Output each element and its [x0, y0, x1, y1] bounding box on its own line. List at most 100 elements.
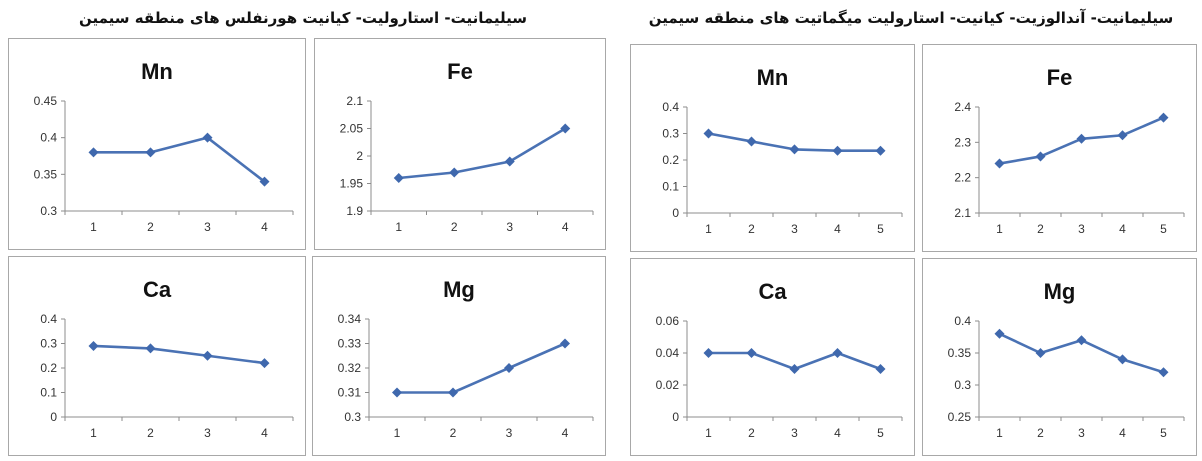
series-line	[398, 127, 566, 180]
x-tick-label: 2	[147, 220, 154, 234]
x-tick-label: 2	[1037, 426, 1044, 440]
x-tick-label: 2	[748, 222, 755, 236]
x-tick-label: 4	[562, 220, 569, 234]
data-point	[202, 132, 213, 143]
x-tick-label: 2	[748, 426, 755, 440]
chart-panel-migmatite-ca: Ca 0 0.02 0.04 0.06 1 2 3 4 5	[630, 258, 915, 456]
data-point	[88, 340, 99, 351]
y-tick-label: 0.2	[40, 361, 57, 375]
x-tick-label: 2	[451, 220, 458, 234]
chart-title-migmatite-mg: Mg	[1044, 279, 1076, 304]
data-point	[1035, 348, 1046, 358]
x-tick-label: 1	[705, 426, 712, 440]
data-point	[994, 328, 1005, 339]
y-tick-label: 0.45	[34, 94, 58, 108]
data-point	[789, 364, 800, 374]
data-point	[448, 387, 458, 398]
data-point	[832, 145, 843, 156]
x-tick-label: 4	[834, 426, 841, 440]
data-point	[560, 338, 570, 349]
data-point	[259, 176, 270, 187]
x-tick-label: 4	[1119, 426, 1126, 440]
y-tick-label: 0.3	[662, 127, 679, 141]
x-tick-label: 3	[791, 426, 798, 440]
chart-title-migmatite-fe: Fe	[1047, 65, 1073, 90]
y-tick-label: 0.33	[338, 337, 362, 351]
data-point	[449, 167, 460, 178]
chart-panel-hornfels-mg: Mg 0.3 0.31 0.32 0.33 0.34 1 2 3 4	[312, 256, 606, 456]
y-tick-label: 0.02	[656, 378, 680, 392]
y-tick-label: 0.35	[948, 346, 972, 360]
x-tick-label: 1	[90, 426, 97, 440]
x-tick-label: 4	[834, 222, 841, 236]
y-tick-label: 0.3	[954, 378, 971, 392]
data-point	[1117, 130, 1128, 141]
data-point	[875, 145, 886, 156]
y-tick-label: 0.4	[662, 100, 679, 114]
x-tick-label: 1	[90, 220, 97, 234]
x-tick-label: 1	[705, 222, 712, 236]
x-tick-label: 3	[1078, 426, 1085, 440]
left-group-title: سیلیمانیت- استارولیت- کیانیت هورنفلس های…	[78, 9, 528, 27]
y-tick-label: 0.4	[40, 312, 57, 326]
x-tick-label: 3	[791, 222, 798, 236]
data-point	[504, 363, 514, 373]
data-point	[145, 343, 156, 354]
data-point	[703, 128, 714, 139]
chart-title-migmatite-mn: Mn	[757, 65, 789, 90]
y-tick-label: 2	[356, 149, 363, 163]
y-tick-label: 2.1	[346, 94, 363, 108]
y-tick-label: 2.05	[340, 122, 364, 136]
data-point	[1117, 354, 1128, 365]
data-point	[392, 387, 402, 398]
x-tick-label: 5	[877, 222, 884, 236]
x-tick-label: 1	[996, 426, 1003, 440]
chart-svg-hornfels-mn: Mn 0.3 0.35 0.4 0.45 1 2 3 4	[34, 59, 294, 234]
y-tick-label: 0.4	[40, 131, 57, 145]
y-tick-label: 0.06	[656, 314, 680, 328]
x-tick-label: 3	[506, 426, 513, 440]
y-tick-label: 2.3	[954, 135, 971, 149]
data-point	[1076, 335, 1087, 346]
data-point	[145, 147, 156, 158]
y-tick-label: 0	[50, 410, 57, 424]
y-tick-label: 2.1	[954, 206, 971, 220]
x-tick-label: 5	[1160, 426, 1167, 440]
data-point	[994, 158, 1005, 169]
y-tick-label: 0.1	[40, 386, 57, 400]
chart-svg-migmatite-mn: Mn 0 0.1 0.2 0.3 0.4 1 2 3 4 5	[662, 65, 903, 236]
chart-panel-hornfels-fe: Fe 1.9 1.95 2 2.05 2.1 1 2 3 4	[314, 38, 606, 250]
data-point	[703, 348, 714, 358]
data-point	[393, 173, 404, 183]
x-tick-label: 4	[261, 426, 268, 440]
x-tick-label: 1	[395, 220, 402, 234]
y-tick-label: 0.31	[338, 386, 362, 400]
chart-title-migmatite-ca: Ca	[758, 279, 787, 304]
x-tick-label: 4	[562, 426, 569, 440]
chart-svg-hornfels-mg: Mg 0.3 0.31 0.32 0.33 0.34 1 2 3 4	[338, 277, 594, 440]
chart-svg-migmatite-fe: Fe 2.1 2.2 2.3 2.4 1 2 3 4 5	[954, 65, 1185, 236]
data-point	[202, 350, 213, 361]
chart-title-hornfels-fe: Fe	[447, 59, 473, 84]
y-tick-label: 0.2	[662, 153, 679, 167]
data-point	[88, 147, 99, 158]
y-tick-label: 0.3	[40, 204, 57, 218]
y-tick-label: 0.25	[948, 410, 972, 424]
x-tick-label: 5	[1160, 222, 1167, 236]
chart-panel-hornfels-mn: Mn 0.3 0.35 0.4 0.45 1 2 3 4	[8, 38, 306, 250]
y-tick-label: 0	[672, 410, 679, 424]
y-tick-label: 0.1	[662, 180, 679, 194]
y-tick-label: 2.4	[954, 100, 971, 114]
x-tick-label: 4	[261, 220, 268, 234]
data-point	[560, 123, 571, 134]
chart-svg-migmatite-ca: Ca 0 0.02 0.04 0.06 1 2 3 4 5	[656, 279, 903, 440]
series-line	[93, 136, 266, 183]
y-tick-label: 0.04	[656, 346, 680, 360]
x-tick-label: 2	[147, 426, 154, 440]
x-tick-label: 2	[1037, 222, 1044, 236]
y-tick-label: 0	[672, 206, 679, 220]
chart-panel-migmatite-mn: Mn 0 0.1 0.2 0.3 0.4 1 2 3 4 5	[630, 44, 915, 252]
y-tick-label: 0.3	[344, 410, 361, 424]
series-line	[397, 342, 566, 394]
y-tick-label: 0.4	[954, 314, 971, 328]
